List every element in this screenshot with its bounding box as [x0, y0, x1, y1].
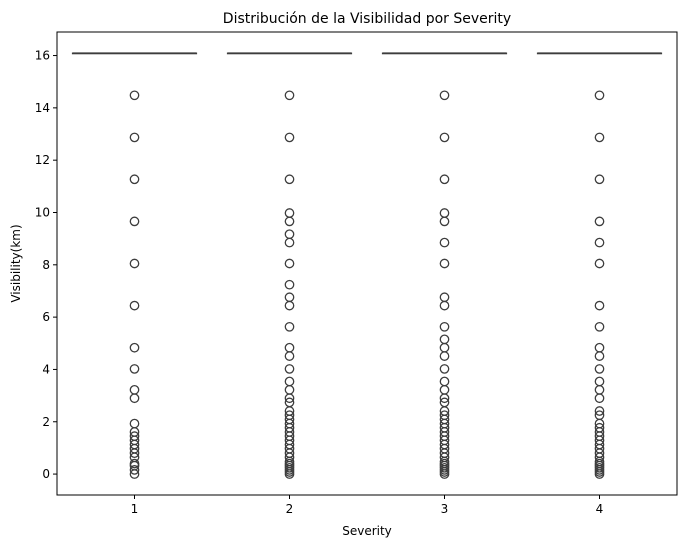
- outlier-point: [284, 90, 295, 101]
- plot-area: [71, 52, 663, 479]
- outlier-point: [439, 237, 450, 248]
- outlier-point: [594, 300, 605, 311]
- box-group-severity-2: [226, 52, 353, 479]
- y-tick-label: 16: [35, 49, 50, 63]
- x-axis-label: Severity: [342, 524, 392, 538]
- outlier-point: [594, 469, 605, 479]
- outlier-point: [284, 279, 295, 290]
- outlier-point: [594, 342, 605, 353]
- outlier-point: [594, 393, 605, 404]
- outlier-point: [594, 237, 605, 248]
- outlier-point: [129, 418, 140, 429]
- outlier-point: [594, 216, 605, 227]
- box-group-severity-1: [71, 52, 198, 479]
- y-tick-label: 0: [42, 467, 50, 481]
- x-tick-label: 2: [286, 502, 294, 516]
- outlier-point: [284, 342, 295, 353]
- outlier-point: [439, 334, 450, 345]
- outlier-point: [129, 342, 140, 353]
- outlier-point: [439, 376, 450, 387]
- outlier-point: [284, 351, 295, 361]
- outlier-point: [129, 364, 140, 374]
- outlier-point: [284, 208, 295, 218]
- box-group-severity-4: [536, 52, 663, 479]
- outlier-point: [284, 364, 295, 374]
- outlier-point: [284, 393, 295, 404]
- outlier-point: [129, 465, 140, 475]
- box-group-severity-3: [381, 52, 508, 479]
- outlier-point: [129, 469, 140, 479]
- outlier-point: [594, 384, 605, 395]
- x-axis: 1 2 3 4: [131, 495, 604, 516]
- outlier-point: [284, 174, 295, 185]
- outlier-point: [284, 237, 295, 248]
- outlier-point: [439, 258, 450, 269]
- y-tick-label: 6: [42, 310, 50, 324]
- outlier-point: [439, 364, 450, 374]
- outlier-point: [284, 469, 295, 479]
- outlier-point: [284, 229, 295, 240]
- y-tick-label: 10: [35, 205, 50, 219]
- outlier-point: [284, 321, 295, 332]
- x-tick-label: 3: [441, 502, 449, 516]
- outlier-point: [439, 321, 450, 332]
- outlier-point: [439, 216, 450, 227]
- outlier-point: [439, 351, 450, 361]
- outlier-point: [439, 384, 450, 395]
- outlier-point: [284, 300, 295, 311]
- outlier-point: [129, 393, 140, 404]
- outlier-point: [594, 321, 605, 332]
- outlier-point: [594, 406, 605, 416]
- chart-title: Distribución de la Visibilidad por Sever…: [223, 11, 511, 27]
- outlier-point: [129, 174, 140, 185]
- y-tick-label: 12: [35, 153, 50, 167]
- outlier-point: [594, 351, 605, 361]
- outlier-point: [439, 469, 450, 479]
- outlier-point: [594, 364, 605, 374]
- outlier-point: [439, 393, 450, 404]
- outlier-point: [129, 90, 140, 101]
- outlier-point: [129, 132, 140, 143]
- outlier-point: [439, 174, 450, 185]
- outlier-point: [594, 174, 605, 185]
- outlier-point: [594, 258, 605, 269]
- outlier-point: [594, 132, 605, 143]
- y-tick-label: 8: [42, 258, 50, 272]
- outlier-point: [129, 448, 140, 458]
- outlier-point: [439, 342, 450, 353]
- outlier-point: [284, 292, 295, 303]
- x-tick-label: 1: [131, 502, 139, 516]
- y-tick-label: 4: [42, 362, 50, 376]
- outlier-point: [284, 216, 295, 227]
- outlier-point: [129, 384, 140, 395]
- y-axis-label: Visibility(km): [9, 224, 23, 302]
- outlier-point: [284, 376, 295, 387]
- outlier-point: [284, 258, 295, 269]
- outlier-point: [439, 132, 450, 143]
- y-axis: 0 2 4 6 8 10 12 14 16: [35, 49, 57, 481]
- outlier-point: [129, 216, 140, 227]
- outlier-point: [439, 208, 450, 218]
- outlier-point: [439, 300, 450, 311]
- outlier-point: [284, 132, 295, 143]
- outlier-point: [284, 384, 295, 395]
- outlier-point: [129, 300, 140, 311]
- outlier-point: [439, 90, 450, 101]
- outlier-point: [129, 258, 140, 269]
- outlier-point: [594, 90, 605, 101]
- plot-frame: [56, 31, 678, 496]
- x-tick-label: 4: [596, 502, 604, 516]
- y-tick-label: 14: [35, 101, 50, 115]
- outlier-point: [594, 376, 605, 387]
- outlier-point: [439, 292, 450, 303]
- y-tick-label: 2: [42, 415, 50, 429]
